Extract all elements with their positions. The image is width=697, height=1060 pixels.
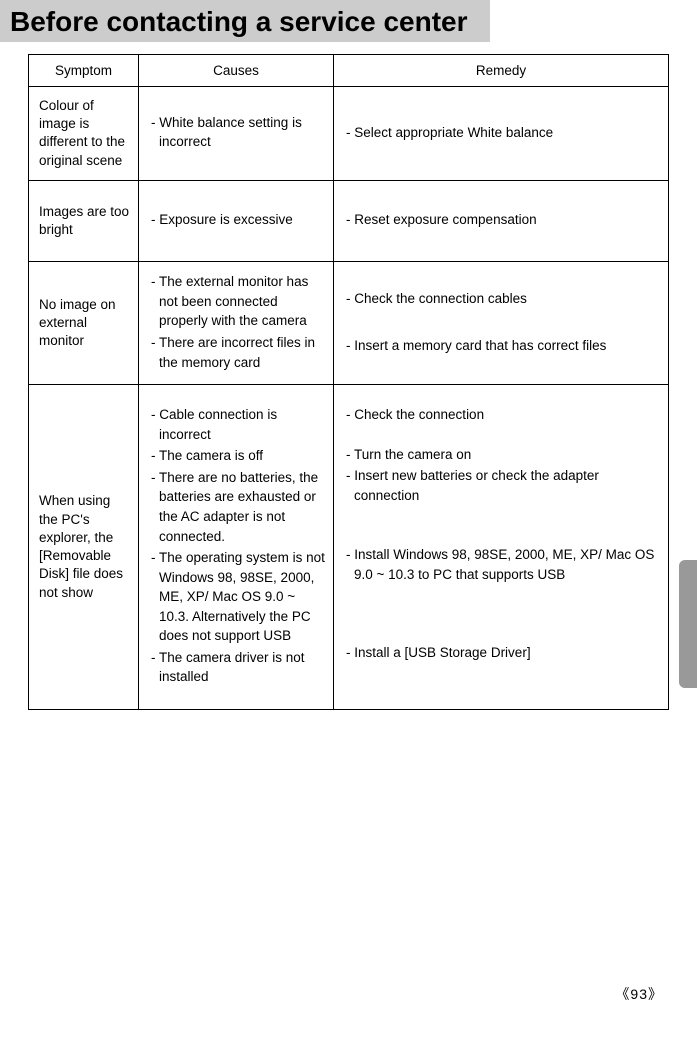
table-header-row: Symptom Causes Remedy (29, 55, 669, 87)
cause-item: - There are incorrect files in the memor… (145, 333, 327, 372)
page-bracket-left: 《 (615, 986, 630, 1002)
table-row: When using the PC's explorer, the [Remov… (29, 385, 669, 710)
page-bracket-right: 》 (648, 986, 663, 1002)
symptom-cell: No image on external monitor (29, 262, 139, 385)
symptom-cell: Colour of image is different to the orig… (29, 87, 139, 181)
remedy-cell: - Select appropriate White balance (334, 87, 669, 181)
cause-item: - Cable connection is incorrect (145, 405, 327, 444)
symptom-cell: Images are too bright (29, 180, 139, 261)
cause-item: - The camera is off (145, 446, 327, 466)
causes-cell: - Exposure is excessive (139, 180, 334, 261)
remedy-cell: - Check the connection - Turn the camera… (334, 385, 669, 710)
page-title: Before contacting a service center (10, 6, 480, 38)
cause-item: - The camera driver is not installed (145, 648, 327, 687)
remedy-item: - Install Windows 98, 98SE, 2000, ME, XP… (340, 545, 662, 584)
causes-cell: - White balance setting is incorrect (139, 87, 334, 181)
spacer (340, 427, 662, 445)
symptom-cell: When using the PC's explorer, the [Remov… (29, 385, 139, 710)
cause-item: - There are no batteries, the batteries … (145, 468, 327, 546)
remedy-item: - Insert a memory card that has correct … (340, 336, 662, 356)
remedy-item: - Turn the camera on (340, 445, 662, 465)
remedy-item: - Check the connection (340, 405, 662, 425)
remedy-cell: - Check the connection cables - Insert a… (334, 262, 669, 385)
table-row: Colour of image is different to the orig… (29, 87, 669, 181)
causes-cell: - The external monitor has not been conn… (139, 262, 334, 385)
header-symptom: Symptom (29, 55, 139, 87)
spacer (340, 507, 662, 545)
spacer (340, 310, 662, 336)
title-bar: Before contacting a service center (0, 0, 490, 42)
troubleshoot-table: Symptom Causes Remedy Colour of image is… (28, 54, 669, 710)
cause-item: - The operating system is not Windows 98… (145, 548, 327, 646)
causes-cell: - Cable connection is incorrect - The ca… (139, 385, 334, 710)
cause-item: - The external monitor has not been conn… (145, 272, 327, 331)
page-number: 《93》 (615, 984, 663, 1004)
remedy-item: - Check the connection cables (340, 289, 662, 309)
remedy-item: - Reset exposure compensation (340, 210, 662, 230)
cause-item: - Exposure is excessive (145, 210, 327, 230)
header-remedy: Remedy (334, 55, 669, 87)
remedy-item: - Insert new batteries or check the adap… (340, 466, 662, 505)
remedy-item: - Install a [USB Storage Driver] (340, 643, 662, 663)
spacer (340, 587, 662, 643)
table-row: No image on external monitor - The exter… (29, 262, 669, 385)
remedy-cell: - Reset exposure compensation (334, 180, 669, 261)
remedy-item: - Select appropriate White balance (340, 123, 662, 143)
troubleshoot-table-wrap: Symptom Causes Remedy Colour of image is… (0, 42, 697, 710)
page-number-value: 93 (630, 986, 648, 1002)
header-causes: Causes (139, 55, 334, 87)
side-tab (679, 560, 697, 688)
table-row: Images are too bright - Exposure is exce… (29, 180, 669, 261)
cause-item: - White balance setting is incorrect (145, 113, 327, 152)
